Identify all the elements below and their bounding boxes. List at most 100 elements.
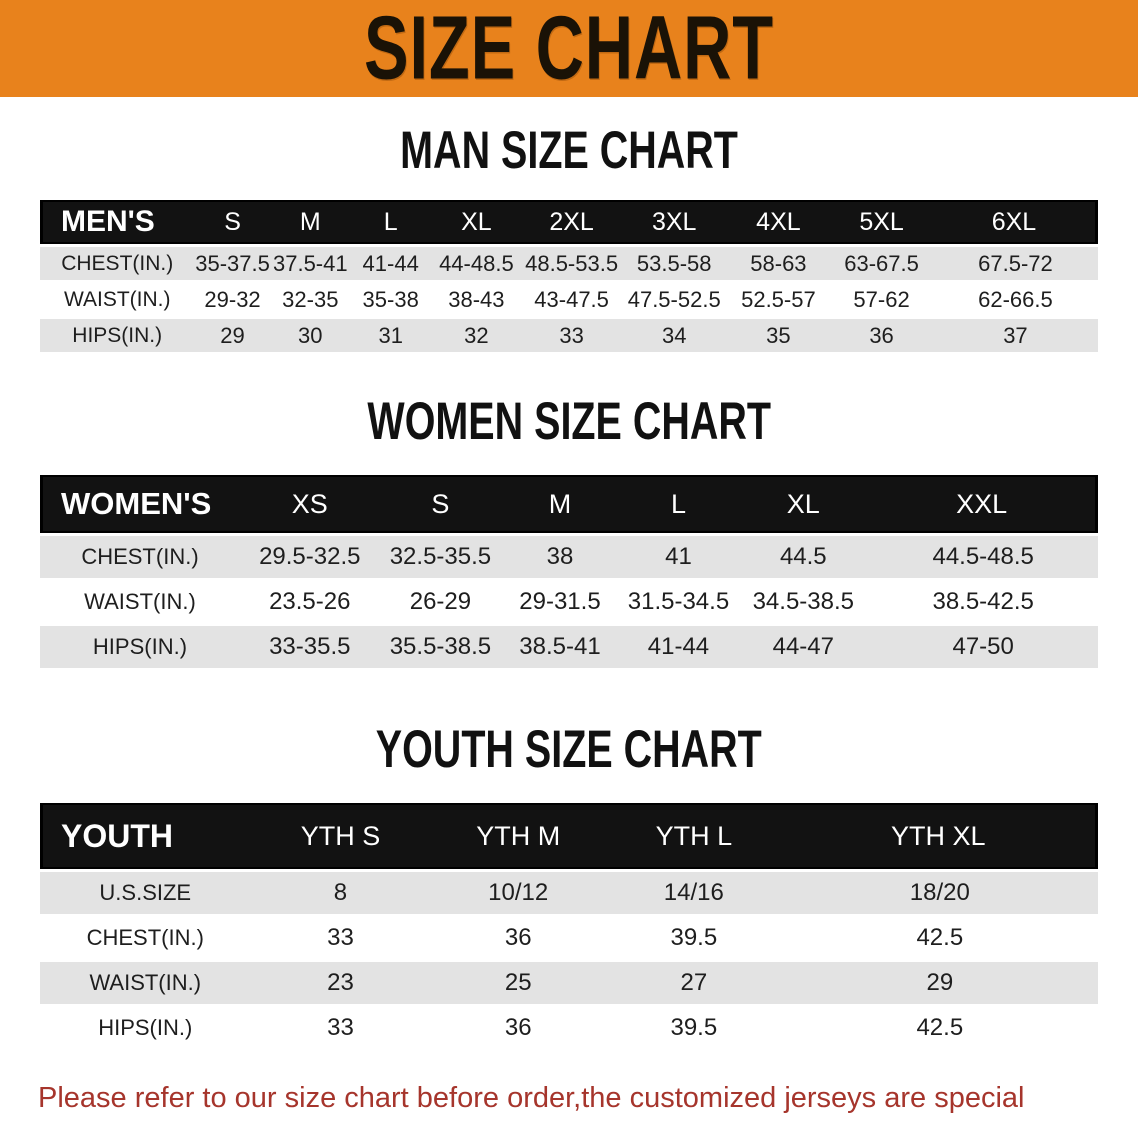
size-value-cell: 10/12: [430, 872, 607, 914]
size-value-cell: 23.5-26: [239, 581, 380, 623]
size-column-header: 6XL: [932, 200, 1098, 244]
man-size-chart-heading: MAN SIZE CHART: [400, 119, 738, 180]
size-column-header: XS: [239, 475, 380, 533]
table-row: WAIST(IN.) 23.5-26 26-29 29-31.5 31.5-34.5 34…: [40, 581, 1098, 623]
size-column-header: M: [501, 475, 619, 533]
size-column-header: YTH S: [250, 803, 431, 869]
size-column-header: 5XL: [830, 200, 933, 244]
section-youth: YOUTH SIZE CHART YOUTH YTH S YTH M YTH L YTH…: [0, 671, 1138, 1052]
size-value-cell: 41-44: [618, 626, 739, 668]
size-value-cell: 34: [621, 319, 727, 352]
size-value-cell: 38-43: [431, 283, 522, 316]
size-value-cell: 33: [521, 319, 622, 352]
banner-title: SIZE CHART: [363, 0, 775, 99]
size-value-cell: 52.5-57: [726, 283, 831, 316]
size-column-header: L: [618, 475, 739, 533]
size-value-cell: 39.5: [606, 1007, 782, 1049]
size-column-header: YTH L: [606, 803, 782, 869]
table-row: CHEST(IN.) 33 36 39.5 42.5: [40, 917, 1098, 959]
size-value-cell: 35-38: [349, 283, 432, 316]
size-value-cell: 25: [430, 962, 607, 1004]
size-column-header: 2XL: [521, 200, 622, 244]
size-value-cell: 14/16: [606, 872, 782, 914]
size-value-cell: 67.5-72: [932, 247, 1098, 280]
women-size-chart-heading: WOMEN SIZE CHART: [367, 390, 771, 451]
size-value-cell: 18/20: [781, 872, 1098, 914]
size-value-cell: 42.5: [781, 917, 1098, 959]
mens-size-table: MEN'S S M L XL 2XL 3XL 4XL 5XL 6XL CHEST(IN.) 35-37…: [40, 197, 1098, 355]
section-women: WOMEN SIZE CHART WOMEN'S XS S M L XL XXL CHEST(…: [0, 355, 1138, 671]
size-value-cell: 62-66.5: [932, 283, 1098, 316]
table-group-label: MEN'S: [40, 200, 195, 244]
size-value-cell: 33: [250, 1007, 431, 1049]
size-column-header: 3XL: [621, 200, 727, 244]
size-column-header: XL: [738, 475, 869, 533]
size-value-cell: 37: [932, 319, 1098, 352]
size-column-header: S: [194, 200, 271, 244]
size-value-cell: 42.5: [781, 1007, 1098, 1049]
size-value-cell: 44.5: [738, 536, 869, 578]
size-value-cell: 32-35: [270, 283, 350, 316]
table-row: HIPS(IN.) 33 36 39.5 42.5: [40, 1007, 1098, 1049]
table-group-label: YOUTH: [40, 803, 251, 869]
size-value-cell: 29.5-32.5: [239, 536, 380, 578]
womens-size-table: WOMEN'S XS S M L XL XXL CHEST(IN.) 29.5-32.5 32.5…: [40, 472, 1098, 671]
size-value-cell: 32.5-35.5: [379, 536, 502, 578]
size-value-cell: 39.5: [606, 917, 782, 959]
size-value-cell: 33-35.5: [239, 626, 380, 668]
measurement-row-label: WAIST(IN.): [40, 283, 195, 316]
size-column-header: XL: [431, 200, 522, 244]
size-value-cell: 35.5-38.5: [379, 626, 502, 668]
size-value-cell: 58-63: [726, 247, 831, 280]
size-value-cell: 36: [830, 319, 933, 352]
measurement-row-label: HIPS(IN.): [40, 1007, 251, 1049]
size-value-cell: 31.5-34.5: [618, 581, 739, 623]
size-value-cell: 44-48.5: [431, 247, 522, 280]
size-value-cell: 36: [430, 917, 607, 959]
size-value-cell: 33: [250, 917, 431, 959]
size-value-cell: 27: [606, 962, 782, 1004]
table-row: WAIST(IN.) 29-32 32-35 35-38 38-43 43-47.5 47.…: [40, 283, 1098, 316]
size-value-cell: 53.5-58: [621, 247, 727, 280]
measurement-row-label: U.S.SIZE: [40, 872, 251, 914]
size-value-cell: 8: [250, 872, 431, 914]
size-value-cell: 44.5-48.5: [868, 536, 1098, 578]
table-row: CHEST(IN.) 35-37.5 37.5-41 41-44 44-48.5 48.5…: [40, 247, 1098, 280]
disclaimer-line-1: Please refer to our size chart before or…: [38, 1082, 1025, 1132]
size-column-header: M: [270, 200, 350, 244]
size-value-cell: 37.5-41: [270, 247, 350, 280]
table-header-row: MEN'S S M L XL 2XL 3XL 4XL 5XL 6XL: [40, 200, 1098, 244]
measurement-row-label: WAIST(IN.): [40, 962, 251, 1004]
table-row: HIPS(IN.) 33-35.5 35.5-38.5 38.5-41 41-44 44-…: [40, 626, 1098, 668]
size-column-header: YTH M: [430, 803, 607, 869]
measurement-row-label: CHEST(IN.): [40, 536, 240, 578]
measurement-row-label: WAIST(IN.): [40, 581, 240, 623]
table-row: WAIST(IN.) 23 25 27 29: [40, 962, 1098, 1004]
table-row: U.S.SIZE 8 10/12 14/16 18/20: [40, 872, 1098, 914]
size-value-cell: 41-44: [349, 247, 432, 280]
table-header-row: YOUTH YTH S YTH M YTH L YTH XL: [40, 803, 1098, 869]
table-group-label: WOMEN'S: [40, 475, 240, 533]
table-row: CHEST(IN.) 29.5-32.5 32.5-35.5 38 41 44.5 44.5…: [40, 536, 1098, 578]
disclaimer-note: Please refer to our size chart before or…: [0, 1052, 1138, 1132]
table-header-row: WOMEN'S XS S M L XL XXL: [40, 475, 1098, 533]
size-value-cell: 47.5-52.5: [621, 283, 727, 316]
size-value-cell: 32: [431, 319, 522, 352]
measurement-row-label: CHEST(IN.): [40, 247, 195, 280]
size-value-cell: 29: [781, 962, 1098, 1004]
size-column-header: XXL: [868, 475, 1098, 533]
size-value-cell: 29-31.5: [501, 581, 619, 623]
table-row: HIPS(IN.) 29 30 31 32 33 34 35 36 37: [40, 319, 1098, 352]
size-value-cell: 43-47.5: [521, 283, 622, 316]
size-column-header: YTH XL: [781, 803, 1098, 869]
measurement-row-label: HIPS(IN.): [40, 319, 195, 352]
size-value-cell: 38.5-41: [501, 626, 619, 668]
size-value-cell: 48.5-53.5: [521, 247, 622, 280]
size-value-cell: 36: [430, 1007, 607, 1049]
youth-size-table: YOUTH YTH S YTH M YTH L YTH XL U.S.SIZE 8 10/12…: [40, 800, 1098, 1052]
size-value-cell: 35: [726, 319, 831, 352]
measurement-row-label: CHEST(IN.): [40, 917, 251, 959]
size-value-cell: 41: [618, 536, 739, 578]
size-value-cell: 38: [501, 536, 619, 578]
